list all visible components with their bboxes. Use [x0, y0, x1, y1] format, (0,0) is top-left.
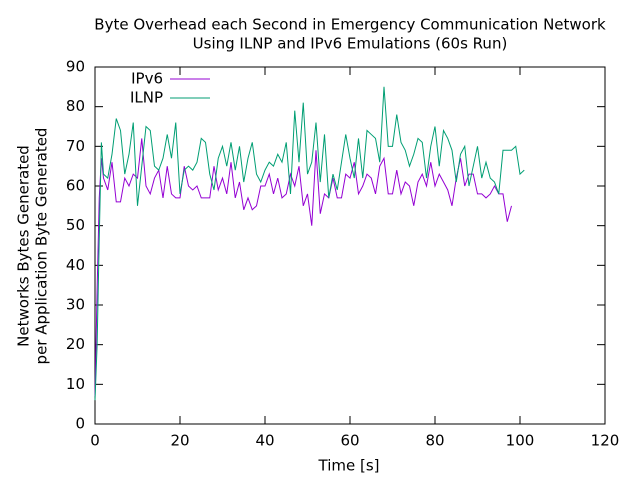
- y-tick-label: 90: [66, 58, 85, 76]
- y-tick-label: 70: [66, 137, 85, 155]
- x-tick-label: 100: [506, 432, 535, 450]
- data-line: [94, 86, 525, 401]
- chart-title: Using ILNP and IPv6 Emulations (60s Run): [193, 35, 508, 53]
- y-tick-label: 60: [66, 177, 85, 195]
- y-tick-label: 30: [66, 296, 85, 314]
- y-axis-label: Networks Bytes Generated: [15, 145, 33, 347]
- x-tick-label: 40: [255, 432, 274, 450]
- y-tick-label: 80: [66, 97, 85, 115]
- x-tick-label: 0: [90, 432, 100, 450]
- y-tick-label: 50: [66, 216, 85, 234]
- x-axis-label: Time [s]: [318, 457, 380, 475]
- y-tick-label: 0: [75, 415, 85, 433]
- legend-label: ILNP: [130, 89, 163, 107]
- y-tick-label: 20: [66, 335, 85, 353]
- x-tick-label: 120: [591, 432, 620, 450]
- y-axis-label: per Application Byte Generated: [33, 128, 51, 365]
- y-tick-label: 40: [66, 256, 85, 274]
- data-line: [94, 138, 512, 397]
- chart-title: Byte Overhead each Second in Emergency C…: [94, 16, 606, 34]
- x-tick-label: 80: [425, 432, 444, 450]
- y-tick-label: 10: [66, 375, 85, 393]
- legend-label: IPv6: [131, 70, 163, 88]
- x-tick-label: 60: [340, 432, 359, 450]
- x-tick-label: 20: [170, 432, 189, 450]
